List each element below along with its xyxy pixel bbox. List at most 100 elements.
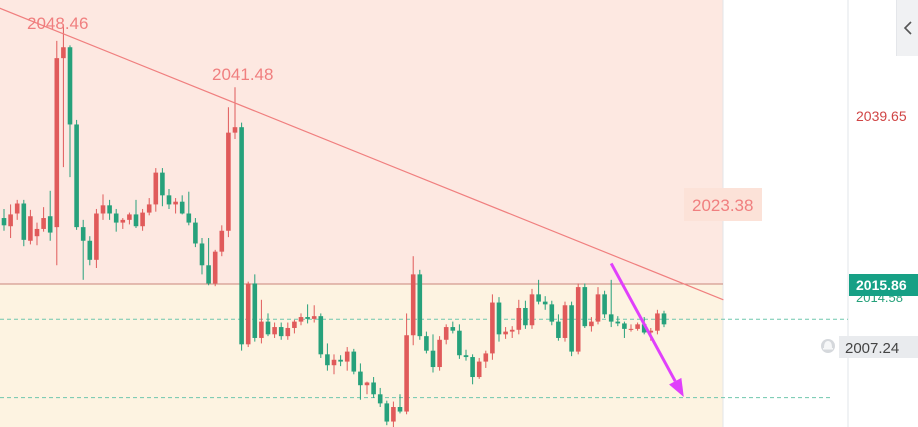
candle-body [608, 314, 614, 322]
candle-body [338, 359, 343, 362]
candle-body [166, 195, 172, 205]
candle-body [628, 328, 634, 330]
candle-body [140, 212, 145, 227]
candle-body [74, 124, 79, 228]
candle-body [34, 228, 40, 237]
candle-body [371, 382, 376, 395]
candle-body [107, 205, 112, 214]
current-price-badge [849, 274, 918, 296]
candle-body [641, 324, 647, 333]
candle-body [529, 294, 535, 326]
candle-body [94, 213, 99, 260]
current-price-label: 2015.86 [856, 277, 907, 293]
candle-body [226, 132, 231, 231]
candle-body [516, 307, 522, 330]
candle-body [437, 339, 442, 368]
candle-body [391, 407, 396, 422]
candle-body [278, 327, 284, 337]
candle-body [245, 283, 251, 345]
candle-body [549, 304, 555, 322]
candle-body [655, 313, 660, 331]
candle-body [21, 203, 27, 240]
candle-body [61, 47, 66, 59]
alert-price-label: 2007.24 [845, 340, 899, 357]
candle-body [661, 313, 667, 325]
candle-body [206, 265, 211, 284]
candle-body [424, 336, 429, 351]
trendline-touch-label-bg [684, 188, 762, 221]
candle-body [232, 127, 238, 133]
candle-body [41, 218, 46, 229]
candle-body [272, 327, 277, 335]
candle-body [430, 350, 436, 368]
candle-body [457, 330, 462, 356]
candle-body [146, 204, 152, 213]
candle-body [153, 172, 159, 205]
candle-body [556, 321, 561, 338]
candle-body [648, 330, 654, 333]
candle-body [364, 382, 370, 386]
candle-body [331, 359, 337, 366]
alert-price-badge[interactable] [839, 336, 918, 358]
candle-body [496, 302, 502, 335]
candle-body [127, 214, 132, 220]
candle-body [351, 351, 357, 372]
candle-body [311, 316, 317, 319]
candle-body [384, 403, 390, 422]
candle-body [87, 240, 93, 260]
high-label-2: 2041.48 [212, 65, 273, 84]
candle-body [186, 213, 192, 223]
candle-body [1, 218, 7, 226]
candle-body [325, 354, 330, 366]
trendline-touch-label: 2023.38 [692, 196, 753, 215]
descending-trendline[interactable] [0, 7, 724, 301]
projection-arrow [609, 262, 684, 398]
candle-body [219, 230, 225, 252]
candle-body [470, 357, 475, 378]
support-zone [0, 284, 723, 427]
candle-body [14, 203, 20, 214]
candle-body [377, 394, 383, 404]
chevron-left-icon [903, 21, 913, 35]
candle-body [569, 305, 574, 352]
candle-body [483, 353, 489, 362]
candle-body [239, 127, 244, 345]
candle-body [8, 214, 13, 227]
candle-body [67, 47, 73, 125]
collapse-panel-button[interactable] [896, 0, 918, 56]
candle-body [503, 331, 508, 335]
candle-body [28, 216, 33, 241]
candle-body [358, 371, 363, 386]
candle-body [113, 213, 119, 223]
candle-body [595, 294, 601, 322]
candle-body [212, 251, 218, 284]
candle-body [133, 214, 139, 227]
candle-body [199, 243, 205, 266]
candle-body [80, 227, 86, 241]
candle-body [397, 407, 403, 412]
candle-body [443, 327, 449, 340]
candle-body [575, 287, 581, 352]
candle-body [318, 316, 324, 355]
candle-body [509, 329, 515, 332]
candle-body [622, 323, 627, 329]
candle-body [404, 335, 409, 412]
candle-body [602, 294, 607, 315]
bell-icon[interactable] [821, 339, 835, 353]
candle-body [562, 305, 568, 338]
candle-body [476, 361, 482, 378]
candle-body [298, 317, 304, 322]
candle-body [589, 321, 594, 327]
candle-body [542, 301, 548, 305]
candle-body [635, 324, 640, 329]
candle-body [259, 321, 264, 338]
candle-body [463, 355, 469, 358]
candle-body [615, 321, 621, 324]
candle-body [450, 327, 456, 331]
candle-body [120, 219, 126, 223]
candle-body [285, 327, 291, 337]
candle-body [54, 58, 60, 228]
candle-body [523, 307, 528, 326]
high-label-1: 2048.46 [27, 14, 88, 33]
